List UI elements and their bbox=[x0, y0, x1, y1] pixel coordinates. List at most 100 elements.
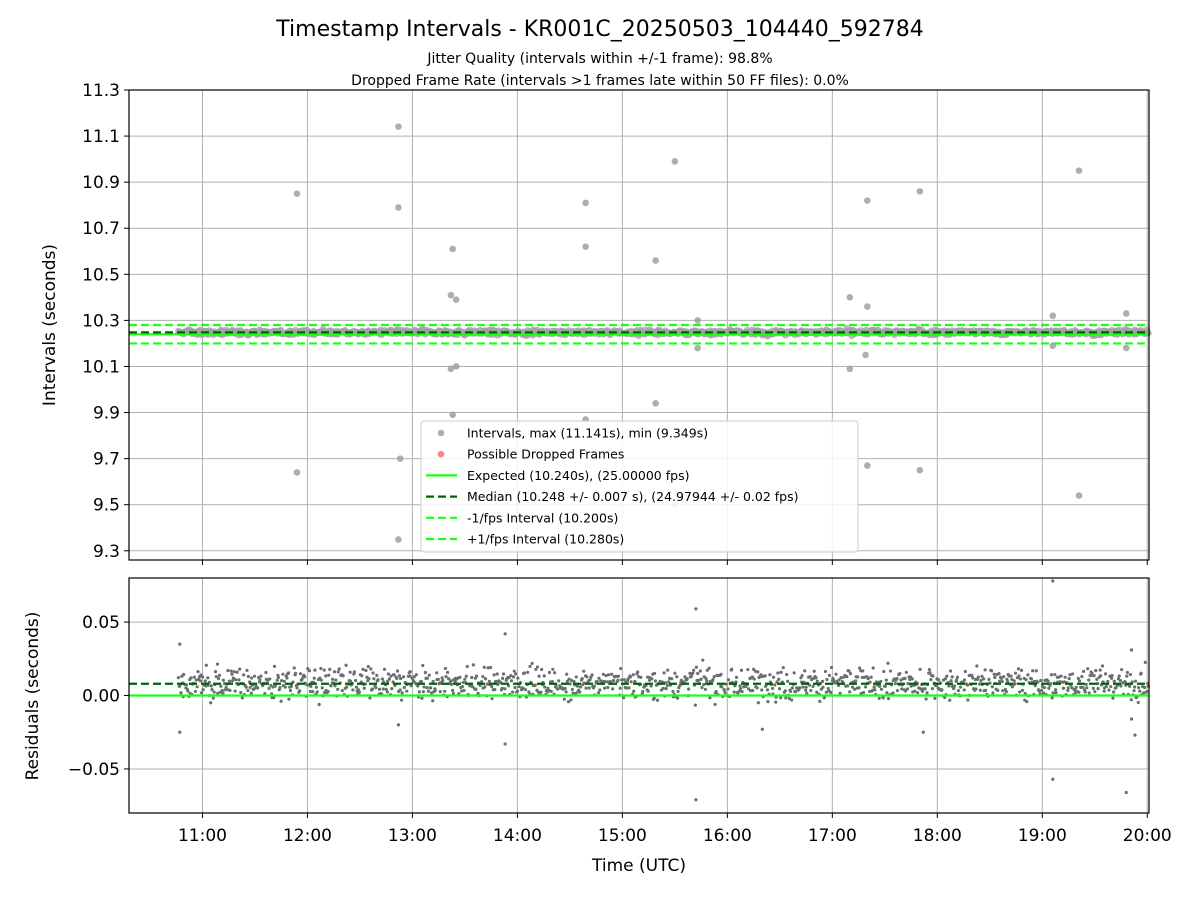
residual-point bbox=[289, 684, 293, 688]
residual-point bbox=[618, 686, 622, 690]
residual-point bbox=[500, 686, 504, 690]
residual-point bbox=[395, 676, 399, 680]
residual-point bbox=[326, 689, 330, 694]
residual-point bbox=[320, 686, 324, 690]
residual-point bbox=[726, 678, 731, 682]
residual-point bbox=[801, 685, 805, 689]
residual-point bbox=[702, 682, 706, 687]
interval-outlier-point bbox=[1075, 167, 1083, 174]
top-y-axis-label: Intervals (seconds) bbox=[40, 244, 60, 406]
x-tick-label: 17:00 bbox=[808, 826, 857, 846]
residual-point bbox=[763, 674, 767, 678]
residual-point bbox=[509, 673, 513, 678]
residual-point bbox=[370, 687, 375, 691]
residual-point bbox=[601, 672, 606, 676]
residual-point bbox=[1068, 673, 1072, 677]
residual-point bbox=[264, 670, 268, 675]
residual-outlier-point bbox=[760, 727, 764, 731]
residual-point bbox=[357, 690, 362, 694]
residual-point bbox=[408, 674, 412, 678]
residual-point bbox=[227, 679, 231, 683]
x-tick-label: 14:00 bbox=[493, 826, 542, 846]
residual-point bbox=[566, 700, 571, 704]
residual-point bbox=[662, 671, 666, 675]
residual-points bbox=[176, 658, 1150, 707]
residual-point bbox=[186, 689, 190, 693]
residual-point bbox=[611, 687, 615, 691]
residual-point bbox=[738, 687, 743, 691]
residual-point bbox=[307, 669, 312, 673]
residual-point bbox=[387, 677, 391, 681]
legend-box bbox=[420, 420, 859, 553]
residual-point bbox=[740, 689, 744, 694]
residual-point bbox=[1053, 688, 1058, 692]
residual-point bbox=[354, 685, 359, 689]
residual-point bbox=[958, 685, 963, 689]
residual-point bbox=[1087, 678, 1091, 682]
residual-point bbox=[483, 685, 487, 689]
residual-point bbox=[962, 688, 966, 692]
residual-point bbox=[834, 672, 838, 676]
residual-point bbox=[652, 696, 656, 700]
residual-point bbox=[377, 687, 382, 691]
residual-point bbox=[248, 685, 252, 690]
residual-point bbox=[990, 685, 994, 689]
residual-point bbox=[510, 690, 515, 694]
residual-point bbox=[471, 663, 475, 667]
residual-point bbox=[1025, 699, 1029, 704]
residual-point bbox=[429, 691, 434, 695]
residual-point bbox=[547, 670, 552, 675]
residual-point bbox=[687, 687, 691, 691]
residual-point bbox=[661, 686, 665, 690]
residual-point bbox=[1036, 680, 1040, 684]
chart-subtitle-jitter: Jitter Quality (intervals within +/-1 fr… bbox=[426, 51, 772, 67]
residual-point bbox=[200, 691, 204, 695]
interval-outlier-point bbox=[452, 296, 460, 303]
residual-point bbox=[856, 675, 860, 679]
residual-point bbox=[820, 679, 825, 683]
residual-point bbox=[1142, 691, 1146, 695]
residual-outlier-point bbox=[178, 730, 182, 734]
residual-point bbox=[694, 665, 698, 669]
residual-point bbox=[444, 674, 448, 679]
residual-point bbox=[232, 670, 236, 674]
residual-point bbox=[886, 661, 890, 665]
top-y-tick-label: 9.3 bbox=[93, 542, 120, 562]
residual-point bbox=[931, 674, 935, 678]
residual-point bbox=[928, 671, 932, 675]
interval-outlier-point bbox=[864, 197, 871, 204]
residual-point bbox=[918, 667, 922, 671]
residual-point bbox=[622, 678, 626, 682]
residual-point bbox=[1109, 684, 1113, 689]
residual-point bbox=[703, 687, 707, 691]
residual-point bbox=[312, 676, 316, 680]
residual-point bbox=[1066, 688, 1070, 692]
interval-outlier-point bbox=[694, 344, 701, 352]
residual-point bbox=[619, 666, 623, 671]
residual-point bbox=[646, 689, 650, 693]
residual-point bbox=[636, 670, 640, 674]
residual-point bbox=[501, 672, 506, 676]
residual-point bbox=[1018, 690, 1022, 694]
residual-point bbox=[632, 689, 636, 693]
residual-point bbox=[219, 684, 223, 688]
residual-point bbox=[711, 677, 715, 682]
legend-entry-label: Intervals, max (11.141s), min (9.349s) bbox=[467, 426, 708, 441]
residual-point bbox=[602, 686, 607, 690]
residual-point bbox=[823, 669, 828, 674]
residual-point bbox=[1118, 678, 1122, 683]
residual-point bbox=[568, 682, 572, 686]
residual-point bbox=[250, 676, 254, 680]
residual-point bbox=[458, 675, 462, 679]
residual-point bbox=[564, 690, 568, 694]
residual-point bbox=[390, 687, 394, 691]
residual-point bbox=[838, 691, 842, 695]
residual-point bbox=[898, 671, 902, 676]
residual-point bbox=[751, 688, 755, 693]
residual-point bbox=[288, 688, 293, 693]
bottom-y-tick-label: 0.05 bbox=[82, 613, 120, 633]
residual-point bbox=[245, 668, 249, 672]
residual-point bbox=[653, 671, 657, 676]
residual-point bbox=[857, 686, 861, 690]
residual-point bbox=[610, 672, 614, 676]
